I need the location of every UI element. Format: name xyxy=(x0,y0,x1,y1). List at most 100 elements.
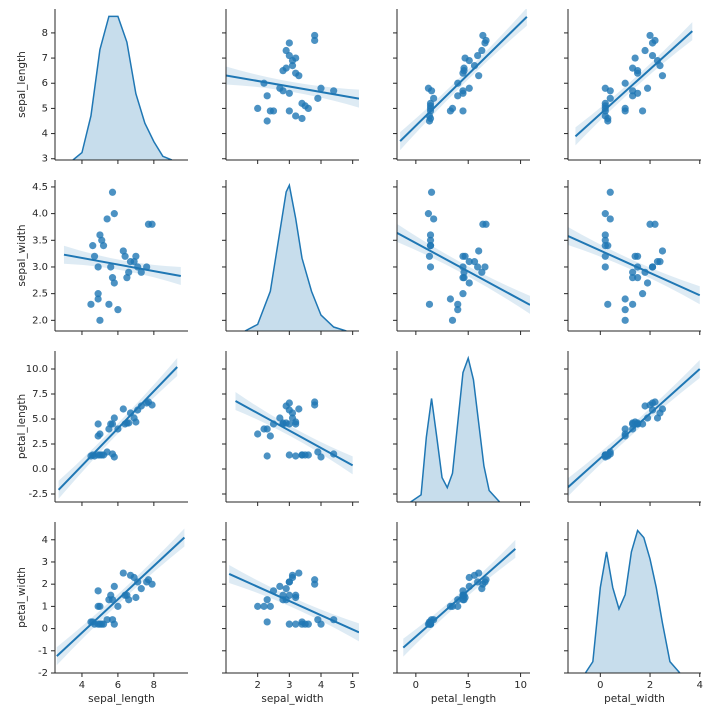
scatter-point xyxy=(621,104,629,113)
scatter-point xyxy=(263,618,271,626)
scatter-point xyxy=(282,585,290,593)
scatter-point xyxy=(648,263,657,271)
scatter-point xyxy=(276,582,284,590)
x-axis-label: petal_width xyxy=(604,693,665,705)
scatter-point xyxy=(311,36,319,45)
scatter-point xyxy=(475,72,483,80)
scatter-point xyxy=(424,210,433,218)
scatter-point xyxy=(634,252,642,260)
scatter-point xyxy=(427,188,436,196)
scatter-point xyxy=(658,247,667,255)
scatter-point xyxy=(96,231,104,239)
scatter-point xyxy=(426,99,435,107)
scatter-point xyxy=(621,295,629,303)
scatter-point xyxy=(426,236,435,244)
scatter-point xyxy=(643,279,652,287)
panel xyxy=(564,9,701,164)
y-tick-label: -1 xyxy=(38,646,48,657)
plot-area xyxy=(568,188,701,324)
scatter-point xyxy=(475,247,483,255)
scatter-point xyxy=(601,99,609,107)
scatter-point xyxy=(448,104,457,113)
scatter-point xyxy=(148,401,156,409)
scatter-point xyxy=(465,573,473,582)
kde-area xyxy=(245,185,347,331)
scatter-point xyxy=(426,263,435,271)
scatter-point xyxy=(317,453,325,461)
scatter-point xyxy=(651,220,659,228)
scatter-point xyxy=(448,316,457,324)
scatter-point xyxy=(105,300,113,308)
scatter-point xyxy=(478,46,486,55)
scatter-point xyxy=(317,620,325,628)
scatter-point xyxy=(311,580,319,588)
scatter-point xyxy=(96,602,104,610)
y-tick-label: 2 xyxy=(42,579,48,590)
y-tick-label: 3 xyxy=(42,154,48,165)
panel: 2.0 2.5 3.0 3.5 4.0 4.5 sepal_width xyxy=(16,180,188,335)
scatter-point xyxy=(634,89,642,97)
scatter-point xyxy=(629,64,637,72)
scatter-point xyxy=(119,247,127,255)
scatter-point xyxy=(132,593,140,602)
scatter-point xyxy=(288,62,297,70)
scatter-point xyxy=(298,620,306,628)
y-tick-label: 5.0 xyxy=(32,414,48,425)
scatter-point xyxy=(276,414,284,422)
scatter-point xyxy=(99,451,108,459)
scatter-point xyxy=(94,290,102,298)
y-tick-label: 3.5 xyxy=(32,235,48,246)
y-tick-label: 1 xyxy=(42,601,48,612)
plot-area xyxy=(56,528,186,666)
scatter-point xyxy=(87,300,95,308)
scatter-point xyxy=(646,31,654,40)
x-tick-label: 4 xyxy=(79,680,85,691)
scatter-point xyxy=(263,92,271,100)
panel: 0 2 4 petal_width xyxy=(564,522,703,705)
scatter-point xyxy=(108,188,117,196)
scatter-point xyxy=(641,46,649,55)
scatter-point xyxy=(304,451,312,459)
x-tick-label: 2 xyxy=(647,680,653,691)
scatter-point xyxy=(148,580,156,588)
scatter-point xyxy=(606,94,614,102)
y-tick-label: 7.5 xyxy=(32,389,48,400)
panel: -2 -1 0 1 2 3 4 4 6 8 petal_width sepal_length xyxy=(16,522,188,705)
scatter-point xyxy=(292,420,300,428)
scatter-point xyxy=(130,573,138,582)
scatter-point xyxy=(110,210,118,218)
scatter-point xyxy=(119,405,127,413)
scatter-point xyxy=(479,220,487,228)
scatter-point xyxy=(427,87,436,95)
scatter-point xyxy=(285,591,293,599)
plot-area xyxy=(410,355,501,502)
plot-area xyxy=(57,358,178,499)
plot-area xyxy=(228,564,359,642)
scatter-point xyxy=(459,252,467,260)
scatter-point xyxy=(459,89,467,97)
x-tick-label: 0 xyxy=(597,680,603,691)
y-tick-label: -2 xyxy=(38,668,48,679)
scatter-point xyxy=(125,596,133,604)
y-axis-label: petal_length xyxy=(16,394,28,459)
scatter-point xyxy=(292,112,300,120)
scatter-point xyxy=(99,242,108,250)
panel xyxy=(393,180,530,335)
scatter-point xyxy=(110,414,118,422)
plot-area xyxy=(584,529,681,673)
scatter-point xyxy=(604,300,612,308)
scatter-point xyxy=(137,585,145,593)
scatter-point xyxy=(317,84,325,92)
scatter-point xyxy=(285,620,293,628)
regression-line xyxy=(235,400,354,467)
y-tick-label: 2.5 xyxy=(32,289,48,300)
scatter-point xyxy=(94,420,102,428)
x-tick-label: 3 xyxy=(286,680,292,691)
scatter-point xyxy=(470,258,479,266)
scatter-point xyxy=(295,72,303,80)
plot-area xyxy=(399,9,528,151)
scatter-point xyxy=(638,107,647,115)
scatter-point xyxy=(631,54,639,62)
scatter-point xyxy=(125,419,133,427)
